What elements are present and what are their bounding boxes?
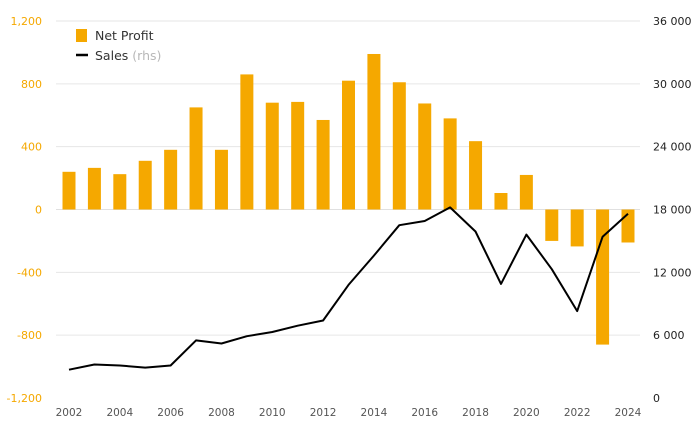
left-tick-0: 1,200	[11, 15, 43, 28]
bar-2014	[367, 53, 381, 210]
bar-2022	[570, 209, 584, 247]
left-tick-1: 800	[21, 78, 42, 91]
x-tick-2016: 2016	[411, 407, 438, 419]
x-tick-2002: 2002	[56, 407, 83, 419]
bar-2008	[214, 149, 228, 210]
legend-sales-suffix: (rhs)	[132, 48, 161, 63]
bar-2021	[545, 209, 559, 241]
net-profit-bars	[62, 53, 635, 345]
legend: Net Profit Sales (rhs)	[76, 28, 161, 63]
right-axis-ticks: 36 000 30 000 24 000 18 000 12 000 6 000 0	[653, 15, 692, 405]
right-tick-1: 30 000	[653, 78, 692, 91]
left-tick-4: -400	[17, 266, 42, 279]
right-tick-0: 36 000	[653, 15, 692, 28]
bar-2011	[291, 101, 305, 210]
bar-2015	[392, 82, 406, 210]
legend-net-profit-label: Net Profit	[95, 28, 154, 43]
right-tick-3: 18 000	[653, 204, 692, 217]
bar-2007	[189, 107, 203, 210]
bar-2004	[113, 174, 127, 210]
bar-2013	[342, 80, 355, 210]
legend-sales-label: Sales (rhs)	[95, 48, 161, 63]
bar-2017	[443, 118, 457, 210]
left-tick-6: -1,200	[7, 392, 42, 405]
x-tick-2022: 2022	[564, 407, 591, 419]
x-tick-2014: 2014	[361, 407, 388, 419]
bar-2012	[316, 119, 330, 210]
bar-2009	[240, 74, 254, 210]
legend-sales-name: Sales	[95, 48, 128, 63]
x-tick-2008: 2008	[208, 407, 235, 419]
x-tick-2018: 2018	[462, 407, 489, 419]
bar-2020	[519, 174, 533, 210]
x-tick-2004: 2004	[106, 407, 133, 419]
x-tick-2012: 2012	[310, 407, 337, 419]
x-axis-ticks: 2002 2004 2006 2008 2010 2012 2014 2016 2018 2020…	[56, 407, 642, 419]
left-tick-3: 0	[35, 204, 42, 217]
left-axis-ticks: 1,200 800 400 0 -400 -800 -1,200	[7, 15, 42, 405]
x-tick-2006: 2006	[157, 407, 184, 419]
sales-line	[68, 206, 629, 371]
x-tick-2020: 2020	[513, 407, 540, 419]
bar-2019	[494, 193, 508, 210]
sales-line-layer	[68, 206, 629, 371]
bar-2002	[62, 171, 76, 210]
right-tick-5: 6 000	[653, 329, 685, 342]
right-tick-6: 0	[653, 392, 660, 405]
bar-2006	[164, 149, 178, 210]
bar-2005	[138, 160, 152, 210]
bar-2003	[87, 167, 101, 210]
right-tick-2: 24 000	[653, 141, 692, 154]
legend-net-profit-swatch	[76, 29, 87, 42]
bar-2018	[469, 141, 483, 210]
right-tick-4: 12 000	[653, 266, 692, 279]
x-tick-2024: 2024	[615, 407, 642, 419]
bar-2010	[265, 102, 279, 210]
left-tick-2: 400	[21, 141, 42, 154]
x-tick-2010: 2010	[259, 407, 286, 419]
bar-2016	[418, 103, 432, 210]
left-tick-5: -800	[17, 329, 42, 342]
bar-2023	[596, 209, 610, 345]
